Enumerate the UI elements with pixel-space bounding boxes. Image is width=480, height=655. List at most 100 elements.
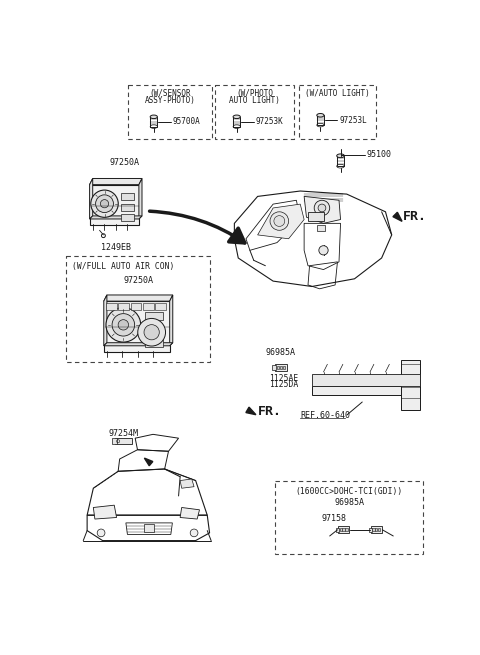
Bar	[371, 527, 382, 533]
Bar	[312, 386, 420, 395]
Text: 96985A: 96985A	[265, 348, 295, 358]
Circle shape	[190, 529, 198, 536]
Polygon shape	[104, 295, 107, 346]
Ellipse shape	[150, 115, 157, 119]
Polygon shape	[258, 204, 304, 239]
Polygon shape	[304, 196, 340, 223]
Ellipse shape	[336, 154, 344, 158]
Bar	[131, 303, 142, 310]
Bar	[90, 185, 139, 225]
Bar	[119, 303, 129, 310]
Bar	[215, 84, 294, 139]
Circle shape	[97, 529, 105, 536]
Text: REF.60-640: REF.60-640	[300, 411, 350, 420]
Bar	[317, 115, 324, 125]
Text: ASSY-PHOTO): ASSY-PHOTO)	[144, 96, 195, 105]
Bar	[336, 156, 344, 166]
Polygon shape	[90, 216, 142, 219]
Bar	[372, 529, 374, 531]
Polygon shape	[90, 178, 142, 185]
Bar	[128, 84, 212, 139]
Text: 97250A: 97250A	[109, 158, 140, 167]
Bar	[343, 529, 345, 531]
Circle shape	[270, 212, 288, 231]
Bar	[143, 303, 154, 310]
Circle shape	[274, 215, 285, 227]
Text: 95100: 95100	[366, 151, 391, 159]
Bar	[155, 303, 166, 310]
Bar	[276, 481, 423, 553]
Text: (W/SENSOR: (W/SENSOR	[149, 89, 191, 98]
Circle shape	[314, 200, 330, 215]
Circle shape	[319, 246, 328, 255]
Polygon shape	[180, 479, 194, 488]
Ellipse shape	[233, 115, 240, 119]
Text: 95700A: 95700A	[172, 117, 200, 126]
Bar	[401, 360, 420, 409]
Bar	[317, 225, 325, 231]
Text: 1125DA: 1125DA	[269, 380, 299, 388]
Circle shape	[318, 204, 326, 212]
Circle shape	[144, 325, 159, 340]
Text: 1249EB: 1249EB	[101, 242, 131, 252]
Text: 97253L: 97253L	[339, 116, 367, 124]
Bar	[375, 529, 377, 531]
Bar	[145, 325, 163, 333]
Polygon shape	[246, 407, 256, 415]
Bar	[233, 117, 240, 126]
Bar	[121, 193, 134, 200]
Polygon shape	[93, 505, 117, 519]
Circle shape	[96, 195, 113, 213]
Polygon shape	[180, 508, 200, 519]
Text: 97253K: 97253K	[255, 117, 283, 126]
Bar	[338, 527, 349, 533]
Bar	[345, 529, 348, 531]
Bar	[275, 364, 287, 371]
Circle shape	[106, 308, 141, 342]
Bar	[112, 438, 117, 444]
Bar	[115, 438, 132, 444]
Text: (W/FULL AUTO AIR CON): (W/FULL AUTO AIR CON)	[72, 262, 175, 271]
Text: FR.: FR.	[403, 210, 427, 223]
Bar	[272, 365, 276, 369]
FancyArrowPatch shape	[150, 211, 245, 243]
Bar	[312, 374, 420, 386]
Text: 97158: 97158	[322, 514, 347, 523]
Bar	[121, 204, 134, 211]
Text: (1600CC>DOHC-TCI(GDI)): (1600CC>DOHC-TCI(GDI))	[296, 487, 403, 496]
Bar	[121, 214, 134, 221]
Text: (W/AUTO LIGHT): (W/AUTO LIGHT)	[305, 89, 370, 98]
Polygon shape	[104, 295, 173, 301]
Polygon shape	[144, 458, 153, 466]
Bar	[283, 365, 285, 369]
Bar	[104, 301, 169, 352]
Text: FR.: FR.	[258, 405, 282, 418]
Bar	[106, 303, 117, 310]
Polygon shape	[393, 212, 402, 221]
Bar	[378, 529, 380, 531]
Polygon shape	[139, 178, 142, 219]
Polygon shape	[90, 178, 93, 219]
Text: AUTO LIGHT): AUTO LIGHT)	[229, 96, 280, 105]
Bar	[308, 212, 324, 221]
Bar	[299, 84, 376, 139]
Text: 1125AE: 1125AE	[269, 374, 299, 383]
Bar	[66, 255, 210, 362]
Ellipse shape	[317, 113, 324, 117]
Bar	[145, 338, 163, 347]
Circle shape	[112, 314, 134, 336]
Bar	[280, 365, 282, 369]
Bar	[150, 117, 157, 126]
Text: (W/PHOTO: (W/PHOTO	[236, 89, 273, 98]
Bar	[336, 527, 339, 532]
Polygon shape	[169, 295, 173, 346]
Bar	[144, 525, 154, 532]
Text: 96985A: 96985A	[334, 498, 364, 507]
Bar	[369, 527, 372, 532]
Circle shape	[138, 318, 166, 346]
Text: 97254M: 97254M	[109, 429, 139, 438]
Circle shape	[100, 200, 108, 208]
Bar	[276, 365, 279, 369]
Circle shape	[118, 320, 129, 330]
Text: 97250A: 97250A	[123, 276, 153, 285]
